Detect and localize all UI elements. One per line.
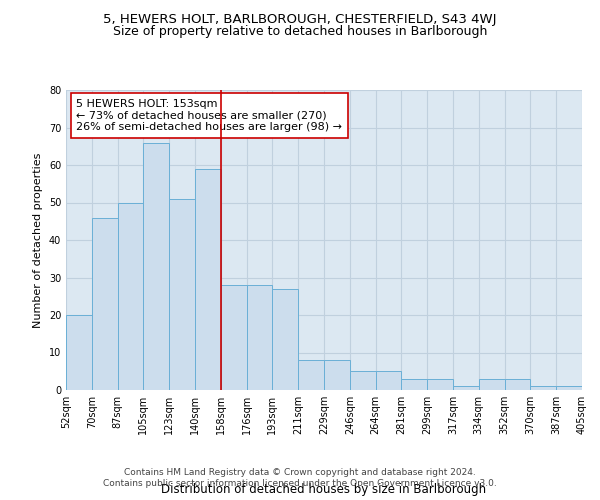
Y-axis label: Number of detached properties: Number of detached properties xyxy=(33,152,43,328)
Bar xyxy=(195,169,221,390)
Bar xyxy=(118,202,143,390)
Text: Contains HM Land Registry data © Crown copyright and database right 2024.
Contai: Contains HM Land Registry data © Crown c… xyxy=(103,468,497,487)
Bar xyxy=(324,360,350,390)
Bar xyxy=(221,285,247,390)
Bar xyxy=(92,218,118,390)
Bar xyxy=(350,371,376,390)
Bar xyxy=(505,379,530,390)
Text: 5, HEWERS HOLT, BARLBOROUGH, CHESTERFIELD, S43 4WJ: 5, HEWERS HOLT, BARLBOROUGH, CHESTERFIEL… xyxy=(103,12,497,26)
Text: Size of property relative to detached houses in Barlborough: Size of property relative to detached ho… xyxy=(113,25,487,38)
Bar xyxy=(247,285,272,390)
Bar xyxy=(169,198,195,390)
Bar xyxy=(453,386,479,390)
Bar xyxy=(298,360,324,390)
Bar xyxy=(143,142,169,390)
Bar xyxy=(479,379,505,390)
Bar xyxy=(556,386,582,390)
Bar xyxy=(401,379,427,390)
Bar xyxy=(272,289,298,390)
Bar xyxy=(376,371,401,390)
Text: 5 HEWERS HOLT: 153sqm
← 73% of detached houses are smaller (270)
26% of semi-det: 5 HEWERS HOLT: 153sqm ← 73% of detached … xyxy=(76,99,343,132)
X-axis label: Distribution of detached houses by size in Barlborough: Distribution of detached houses by size … xyxy=(161,483,487,496)
Bar xyxy=(530,386,556,390)
Bar xyxy=(66,315,92,390)
Bar xyxy=(427,379,453,390)
